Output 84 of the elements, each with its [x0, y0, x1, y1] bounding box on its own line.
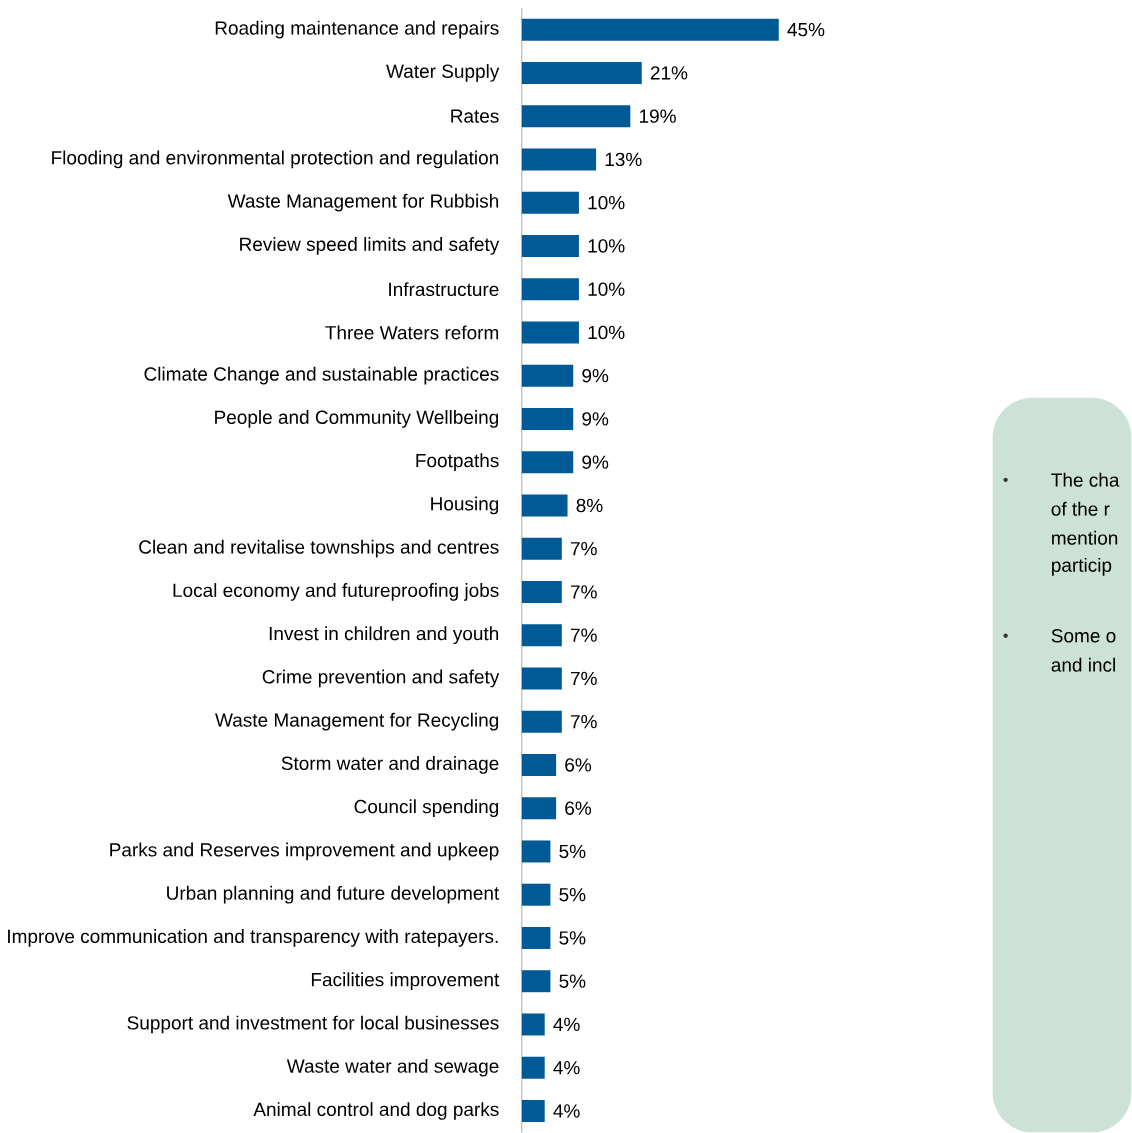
data-label: 5% [559, 974, 586, 988]
y-tick-label: Support and investment for local businesses [127, 1015, 499, 1034]
data-label: 6% [565, 801, 592, 815]
bar [522, 278, 580, 301]
y-tick-label: Parks and Reserves improvement and upkeep [110, 842, 499, 861]
text: Some o [1051, 629, 1116, 643]
text: mention [1052, 530, 1118, 545]
data-label: 7% [571, 628, 598, 642]
bar [522, 407, 574, 430]
y-tick-label: Waste Management for Rubbish [227, 193, 499, 212]
bar [522, 970, 551, 993]
data-label: 10% [588, 195, 625, 210]
bar [522, 1099, 545, 1122]
data-label: 8% [576, 498, 603, 513]
data-label: 5% [559, 844, 586, 859]
data-label: 7% [571, 585, 598, 599]
y-tick-label: Improve communication and transparency with ratepayers. [8, 929, 498, 947]
y-tick-label: Storm water and drainage [281, 756, 499, 774]
bar [522, 667, 563, 690]
data-label: 9% [582, 455, 609, 469]
data-label: 5% [559, 931, 586, 945]
y-tick-label: Roading maintenance and repairs [216, 20, 499, 39]
data-label: 4% [553, 1061, 580, 1075]
y-tick-label: Footpaths [416, 453, 499, 472]
data-label: 21% [651, 66, 688, 80]
bar [522, 840, 551, 863]
data-label: 19% [640, 109, 677, 123]
y-tick-label: Urban planning and future development [167, 885, 500, 904]
bar [522, 580, 563, 603]
y-tick-label: Waste Management for Recycling [215, 712, 499, 731]
y-tick-label: Three Waters reform [325, 325, 499, 340]
y-tick-label: Waste water and sewage [287, 1058, 499, 1077]
y-tick-label: Local economy and futureproofing jobs [173, 583, 499, 601]
y-tick-label: People and Community Wellbeing [215, 410, 499, 428]
data-label: 4% [553, 1017, 580, 1032]
data-label: 9% [582, 412, 609, 426]
y-tick-label: Housing [431, 496, 499, 515]
y-tick-label: Water Supply [386, 64, 500, 82]
data-label: 6% [565, 758, 592, 772]
bar [522, 364, 574, 387]
bar [522, 883, 551, 906]
data-label: 10% [588, 282, 625, 296]
data-label: 9% [582, 368, 609, 383]
bar [522, 537, 563, 560]
text: of the r [1051, 501, 1110, 516]
bar [522, 494, 568, 517]
data-label: 45% [787, 22, 825, 37]
data-label: 10% [588, 239, 625, 253]
bar [522, 1056, 545, 1079]
y-tick-label: Facilities improvement [312, 972, 500, 991]
bar [522, 451, 574, 474]
y-tick-label: Council spending [354, 799, 499, 818]
bar [522, 710, 563, 733]
text: The cha [1051, 472, 1120, 487]
data-label: 7% [571, 715, 598, 729]
y-tick-label: Infrastructure [389, 282, 499, 297]
data-label: 7% [571, 671, 598, 686]
y-tick-label: Flooding and environmental protection and regulation [52, 150, 499, 169]
data-label: 13% [605, 152, 642, 167]
bar [522, 191, 580, 214]
y-tick-label: Rates [451, 109, 499, 123]
bar [522, 148, 597, 171]
data-label: 7% [571, 542, 598, 556]
bar [522, 61, 642, 84]
y-tick-label: Climate Change and sustainable practices [144, 366, 499, 385]
bar [522, 18, 779, 41]
bar [522, 753, 557, 776]
y-tick-label: Invest in children and youth [270, 626, 499, 645]
data-label: 10% [588, 325, 625, 340]
bar [522, 926, 551, 949]
data-label: 5% [559, 888, 586, 902]
y-tick-label: Crime prevention and safety [262, 669, 500, 688]
bar [522, 1013, 545, 1036]
y-tick-label: Clean and revitalise townships and centres [139, 539, 499, 558]
text: particip [1052, 557, 1112, 576]
data-label: 4% [553, 1104, 580, 1118]
bar [522, 321, 580, 344]
y-tick-label: Review speed limits and safety [240, 237, 500, 255]
bar [522, 234, 580, 257]
bar [522, 797, 557, 820]
y-tick-label: Animal control and dog parks [253, 1102, 499, 1120]
bar [522, 624, 563, 647]
text: and incl [1051, 657, 1116, 672]
bar [522, 105, 631, 128]
